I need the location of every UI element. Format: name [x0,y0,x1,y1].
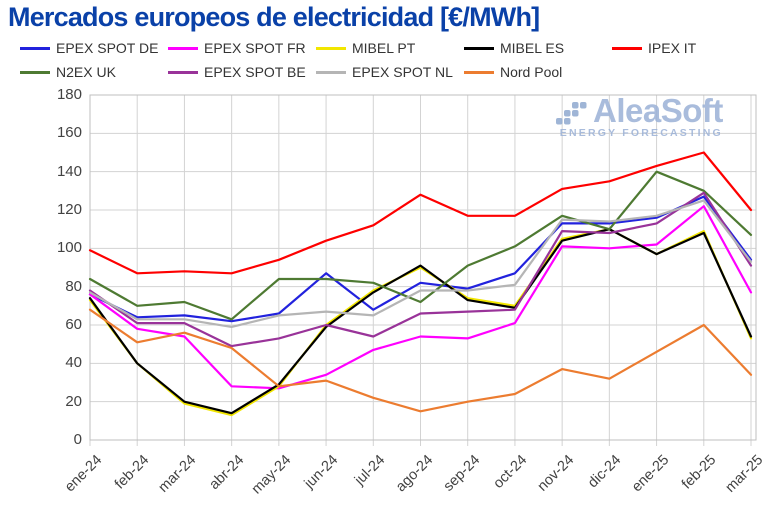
logo-dot [564,110,571,117]
aleasoft-watermark: AleaSoft ENERGY FORECASTING [556,92,723,139]
y-tick-label-80: 80 [65,277,82,295]
legend-label: EPEX SPOT NL [352,64,453,80]
series-line-ipex-it [88,151,753,275]
legend-label: Nord Pool [500,64,563,80]
y-tick-label-60: 60 [65,316,82,333]
logo-dot [572,102,579,109]
series-line-epex-spot-de [88,195,753,323]
logo-dot [556,118,563,125]
legend-swatch [612,46,642,50]
series-line-mibel-es [88,228,753,415]
legend-item-epex-spot-de: EPEX SPOT DE [20,36,168,60]
legend-swatch [464,46,494,50]
legend-label: MIBEL ES [500,40,565,56]
series-line-epex-spot-be [88,191,753,348]
legend-label: EPEX SPOT FR [204,40,306,56]
y-tick-label-100: 100 [56,239,82,257]
legend-item-epex-spot-fr: EPEX SPOT FR [168,36,316,60]
y-tick-label-180: 180 [56,86,82,103]
aleasoft-dots-icon [556,102,587,125]
chart-legend: EPEX SPOT DE EPEX SPOT FR MIBEL PT MIBEL ES… [20,36,764,84]
plot-border [89,94,757,441]
y-tick-label-140: 140 [56,162,82,180]
legend-swatch [20,46,50,50]
logo-dot [564,118,571,125]
y-tick-label-120: 120 [56,201,82,218]
legend-item-epex-spot-nl: EPEX SPOT NL [316,60,464,84]
logo-dot [580,102,587,109]
aleasoft-brand-text: AleaSoft [593,92,723,129]
logo-dot [572,110,579,117]
legend-label: N2EX UK [56,64,116,80]
legend-swatch [168,70,198,74]
legend-item-epex-spot-be: EPEX SPOT BE [168,60,316,84]
y-tick-label-160: 160 [56,124,82,142]
legend-label: EPEX SPOT DE [56,40,159,56]
series-line-epex-spot-nl [88,199,753,328]
y-tick-label-0: 0 [73,431,82,448]
chart-title: Mercados europeos de electricidad [€/MWh… [8,2,540,32]
legend-item-ipex-it: IPEX IT [612,36,760,60]
legend-item-mibel-pt: MIBEL PT [316,36,464,60]
legend-label: EPEX SPOT BE [204,64,306,80]
legend-item-nord-pool: Nord Pool [464,60,612,84]
legend-item-n2ex-uk: N2EX UK [20,60,168,84]
legend-swatch [316,70,346,74]
legend-swatch [20,70,50,74]
y-tick-label-20: 20 [65,392,82,410]
legend-swatch [464,70,494,74]
y-tick-label-40: 40 [65,354,82,372]
legend-label: MIBEL PT [352,40,416,56]
legend-item-mibel-es: MIBEL ES [464,36,612,60]
series-line-nord-pool [88,308,753,413]
aleasoft-tagline-text: ENERGY FORECASTING [559,127,723,139]
legend-swatch [168,46,198,50]
series-line-n2ex-uk [88,170,753,321]
legend-swatch [316,46,346,50]
legend-label: IPEX IT [648,40,697,56]
